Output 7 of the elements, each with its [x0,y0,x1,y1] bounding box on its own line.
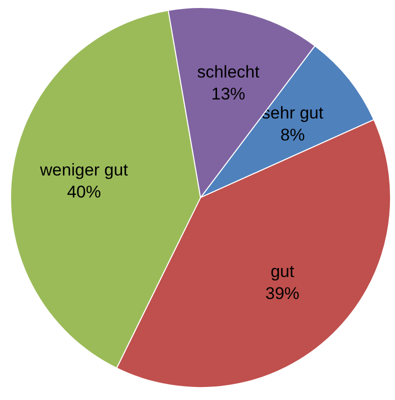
data-label: 13% [211,84,246,104]
data-label: 39% [265,284,300,303]
data-label: 8% [280,126,305,145]
slice-label: schlecht [197,62,260,82]
data-label: 40% [66,182,101,202]
slice-label: gut [270,262,294,281]
slice-label: weniger gut [39,160,128,180]
